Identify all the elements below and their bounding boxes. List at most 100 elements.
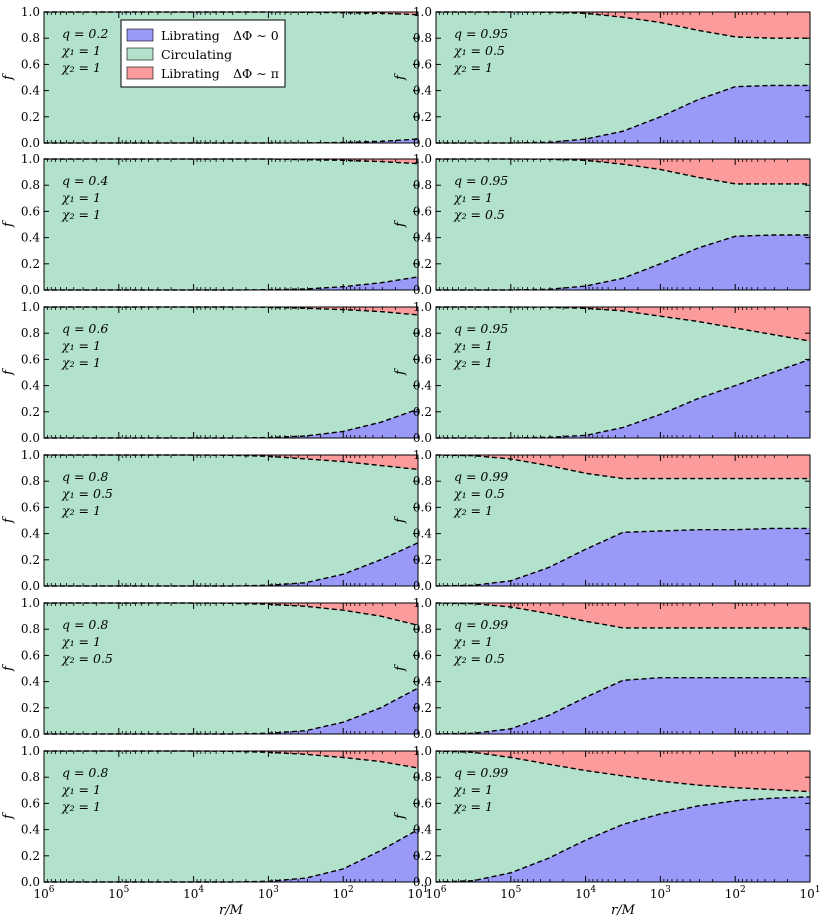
y-tick-label: 0.0 [21, 727, 40, 741]
param-chi1: χ₁ = 1 [61, 43, 101, 58]
panel-frame [435, 11, 811, 144]
y-tick-label: 0.2 [413, 701, 432, 715]
param-q: q = 0.6 [62, 321, 108, 336]
x-tick-label: 105 [108, 885, 129, 901]
param-q: q = 0.95 [454, 26, 508, 41]
y-tick-label: 1.0 [21, 5, 40, 19]
librating-pi-area [436, 455, 810, 479]
y-tick-label: 1.0 [21, 300, 40, 314]
legend-phase: ΔΦ ∼ π [233, 66, 279, 81]
y-tick-label: 0.4 [413, 823, 432, 837]
circulating-area [44, 159, 418, 290]
x-tick-label: 101 [407, 885, 428, 901]
panel-8: 0.0 0.2 0.4 0.6 0.8 1.0 f q = 0.99 χ₁ = 0.5 χ₂ = … [393, 448, 811, 593]
upper-boundary-line [435, 454, 810, 480]
param-chi2: χ₂ = 1 [61, 207, 101, 222]
param-chi1: χ₁ = 1 [453, 782, 493, 797]
param-chi1: χ₁ = 1 [61, 190, 101, 205]
y-axis-label: f [393, 664, 408, 672]
upper-boundary-line [436, 158, 810, 185]
param-chi1: χ₁ = 1 [61, 634, 101, 649]
param-chi2: χ₂ = 1 [453, 355, 493, 370]
panel-11: 0.0 0.2 0.4 0.6 0.8 1.0 f 106 105 104 103 102 101 r/M… [1, 744, 429, 918]
y-tick-label: 0.2 [413, 257, 432, 271]
legend-phase: ΔΦ ∼ 0 [233, 28, 279, 43]
y-tick-label: 0.6 [413, 352, 432, 366]
circulating-area [44, 307, 418, 438]
panel-5: 0.0 0.2 0.4 0.6 0.8 1.0 f q = 0.6 χ₁ = 1 χ₂ = 1 [1, 300, 419, 445]
lower-boundary-line [436, 358, 811, 439]
param-chi2: χ₂ = 1 [453, 799, 493, 814]
upper-boundary-line [436, 306, 811, 342]
librating-pi-area [44, 307, 418, 315]
y-tick-label: 0.4 [21, 231, 40, 245]
y-tick-label: 0.4 [21, 675, 40, 689]
y-tick-label: 0.6 [413, 648, 432, 662]
lower-boundary-line [435, 527, 810, 587]
librating-0-area [44, 829, 418, 882]
panel-frame [435, 750, 811, 883]
panel-3: 0.0 0.2 0.4 0.6 0.8 1.0 f q = 0.4 χ₁ = 1 χ₂ = 1 [1, 152, 419, 297]
param-q: q = 0.99 [454, 617, 508, 632]
librating-0-area [436, 528, 810, 586]
panel-frame [43, 750, 419, 883]
librating-pi-area [436, 12, 810, 39]
y-tick-label: 0.4 [21, 84, 40, 98]
y-tick-label: 0.2 [413, 553, 432, 567]
param-chi1: χ₁ = 1 [453, 190, 493, 205]
y-tick-label: 1.0 [413, 300, 432, 314]
circulating-area [44, 603, 418, 734]
param-chi2: χ₂ = 1 [61, 60, 101, 75]
y-tick-label: 1.0 [413, 152, 432, 166]
y-tick-label: 0.2 [21, 405, 40, 419]
param-q: q = 0.8 [62, 617, 108, 632]
param-chi2: χ₂ = 1 [453, 60, 493, 75]
param-chi1: χ₁ = 1 [453, 634, 493, 649]
y-tick-label: 0.4 [413, 231, 432, 245]
x-tick-label: 106 [33, 885, 54, 901]
panel-frame [43, 306, 419, 439]
librating-0-area [436, 796, 810, 882]
y-tick-label: 0.2 [413, 110, 432, 124]
y-tick-label: 0.6 [413, 204, 432, 218]
librating-0-area [436, 677, 810, 734]
y-axis-label: f [393, 220, 408, 228]
param-q: q = 0.8 [62, 469, 108, 484]
librating-0-area [436, 359, 810, 438]
x-tick-label: 103 [258, 885, 279, 901]
y-tick-label: 0.0 [413, 431, 432, 445]
librating-pi-area [436, 307, 810, 342]
panel-frame [43, 158, 419, 291]
lower-boundary-line [435, 677, 810, 735]
y-tick-label: 0.8 [413, 31, 432, 45]
circulating-area [44, 455, 418, 586]
y-tick-label: 0.0 [413, 727, 432, 741]
lower-boundary-line [436, 84, 810, 144]
param-q: q = 0.99 [454, 765, 508, 780]
panel-2: 0.0 0.2 0.4 0.6 0.8 1.0 f q = 0.95 χ₁ = 0.5 χ₂ = … [393, 5, 811, 150]
x-tick-label: 102 [333, 885, 354, 901]
upper-boundary-line [436, 11, 810, 39]
librating-pi-area [44, 603, 418, 626]
y-tick-label: 0.4 [413, 379, 432, 393]
y-tick-label: 0.8 [413, 326, 432, 340]
param-chi1: χ₁ = 1 [453, 338, 493, 353]
y-tick-label: 0.8 [413, 178, 432, 192]
panel-frame [435, 454, 811, 587]
legend-label: Librating [161, 28, 220, 43]
y-tick-label: 0.4 [413, 84, 432, 98]
legend-swatch [126, 28, 154, 42]
y-tick-label: 1.0 [21, 744, 40, 758]
param-chi2: χ₂ = 1 [61, 355, 101, 370]
x-axis-label: r/M [219, 903, 244, 918]
librating-0-area [44, 276, 418, 290]
y-tick-label: 0.4 [413, 527, 432, 541]
librating-0-area [44, 542, 418, 586]
param-chi2: χ₂ = 0.5 [453, 651, 505, 666]
panel-6: 0.0 0.2 0.4 0.6 0.8 1.0 f q = 0.95 χ₁ = 1 χ₂ = 1 [393, 300, 811, 445]
librating-pi-area [44, 455, 418, 470]
legend-label: Circulating [161, 47, 232, 62]
y-tick-label: 0.4 [21, 527, 40, 541]
panel-frame [435, 602, 811, 735]
